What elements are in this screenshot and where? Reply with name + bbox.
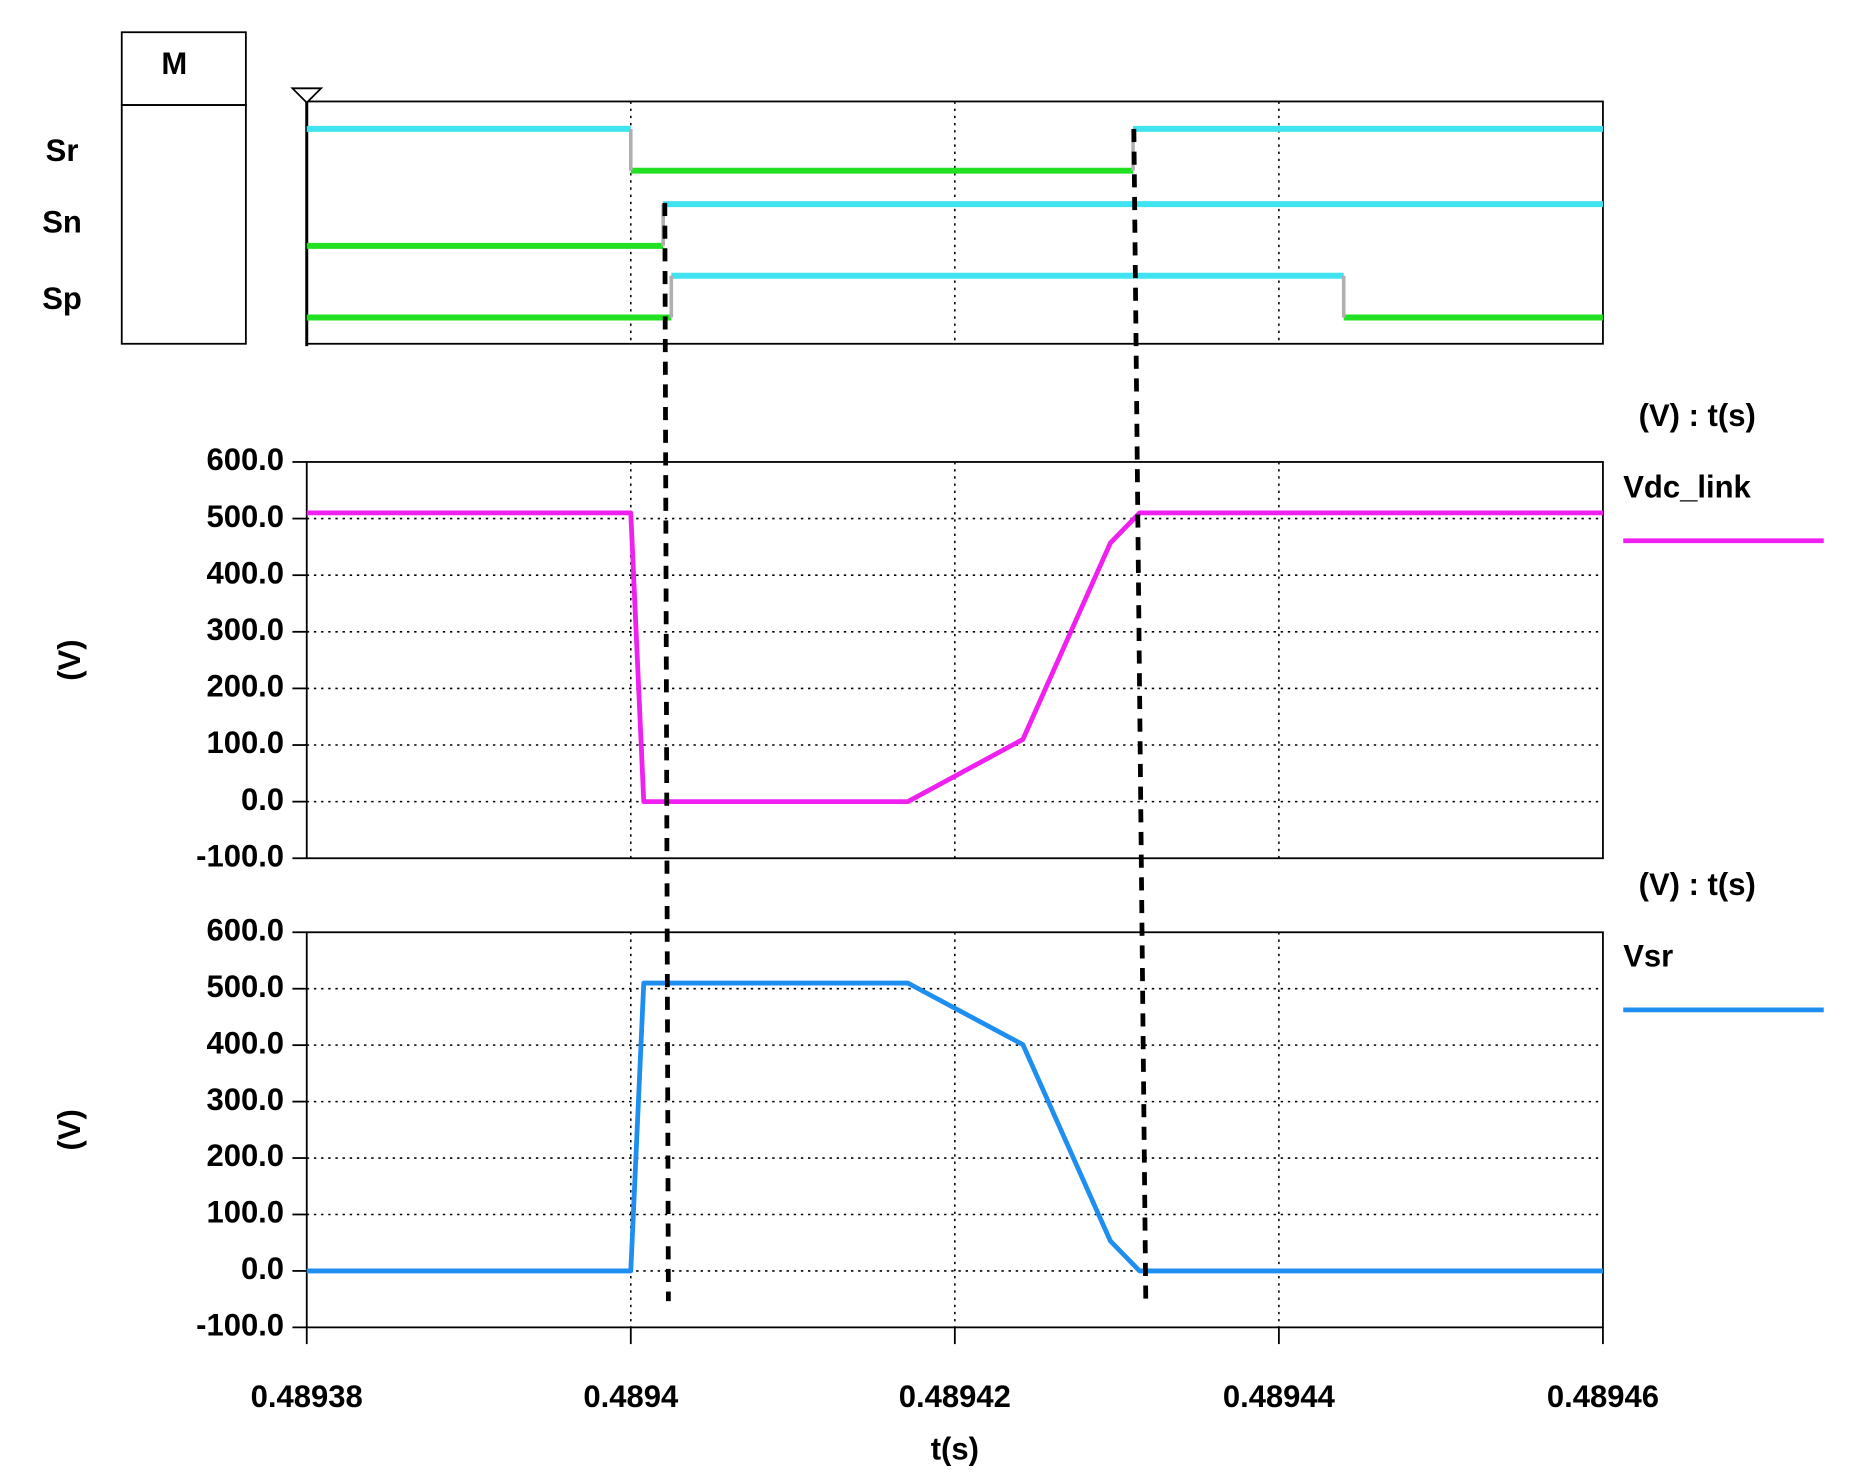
y-tick-label: 500.0 [206, 499, 284, 534]
x-tick-label: 0.48944 [1223, 1379, 1336, 1414]
signal-label: Sr [46, 133, 79, 168]
y-axis-label: (V) [52, 1109, 87, 1150]
x-tick-label: 0.48946 [1547, 1379, 1659, 1414]
cursor-marker [290, 87, 324, 104]
y-tick-label: 200.0 [206, 669, 284, 704]
series-line [306, 980, 1603, 1274]
y-tick-label: 200.0 [206, 1138, 284, 1173]
x-axis-label: t(s) [931, 1432, 979, 1467]
y-tick-label: 100.0 [206, 725, 284, 760]
name-box [120, 104, 247, 345]
x-tick-label: 0.4894 [583, 1379, 679, 1414]
x-tick-label: 0.48938 [251, 1379, 363, 1414]
y-tick-label: -100.0 [196, 838, 284, 873]
legend-label: Vdc_link [1623, 470, 1751, 505]
annotation-line [662, 202, 671, 1302]
series-line [306, 510, 1603, 805]
plots: Sr Sn Sp 600.0 500.0 400.0 300.0 200.0 100.0 0.0 -… [42, 101, 1824, 1467]
signal-label: Sn [42, 205, 82, 240]
x-tick-label: 0.48942 [899, 1379, 1011, 1414]
y-tick-label: 100.0 [206, 1195, 284, 1230]
y-tick-label: 300.0 [206, 612, 284, 647]
y-tick-label: 300.0 [206, 1082, 284, 1117]
panel-title: (V) : t(s) [1639, 867, 1756, 902]
y-tick-label: -100.0 [196, 1308, 284, 1343]
y-tick-label: 600.0 [206, 912, 284, 947]
y-tick-label: 600.0 [206, 442, 284, 477]
annotation-lines [662, 128, 1149, 1304]
y-axis-label: (V) [52, 639, 87, 680]
y-tick-label: 400.0 [206, 555, 284, 590]
y-tick-label: 500.0 [206, 969, 284, 1004]
panel-title: (V) : t(s) [1639, 398, 1756, 433]
y-tick-label: 0.0 [241, 1251, 284, 1286]
y-tick-label: 400.0 [206, 1025, 284, 1060]
signal-label: Sp [42, 281, 82, 316]
y-tick-label: 0.0 [241, 782, 284, 817]
legend-label: Vsr [1623, 939, 1673, 974]
header: M [161, 46, 187, 81]
annotation-line [1131, 128, 1149, 1304]
